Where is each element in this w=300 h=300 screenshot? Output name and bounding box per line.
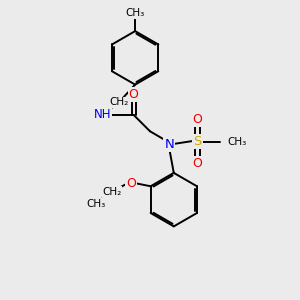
Text: CH₂: CH₂ bbox=[109, 98, 128, 107]
Text: O: O bbox=[193, 157, 202, 170]
Text: NH: NH bbox=[94, 108, 111, 122]
Text: S: S bbox=[194, 135, 202, 148]
Text: O: O bbox=[129, 88, 139, 100]
Text: O: O bbox=[193, 113, 202, 127]
Text: CH₂: CH₂ bbox=[102, 187, 122, 197]
Text: CH₃: CH₃ bbox=[86, 199, 105, 209]
Text: CH₃: CH₃ bbox=[125, 8, 145, 18]
Text: N: N bbox=[164, 138, 174, 151]
Text: O: O bbox=[126, 177, 136, 190]
Text: CH₃: CH₃ bbox=[227, 137, 247, 147]
